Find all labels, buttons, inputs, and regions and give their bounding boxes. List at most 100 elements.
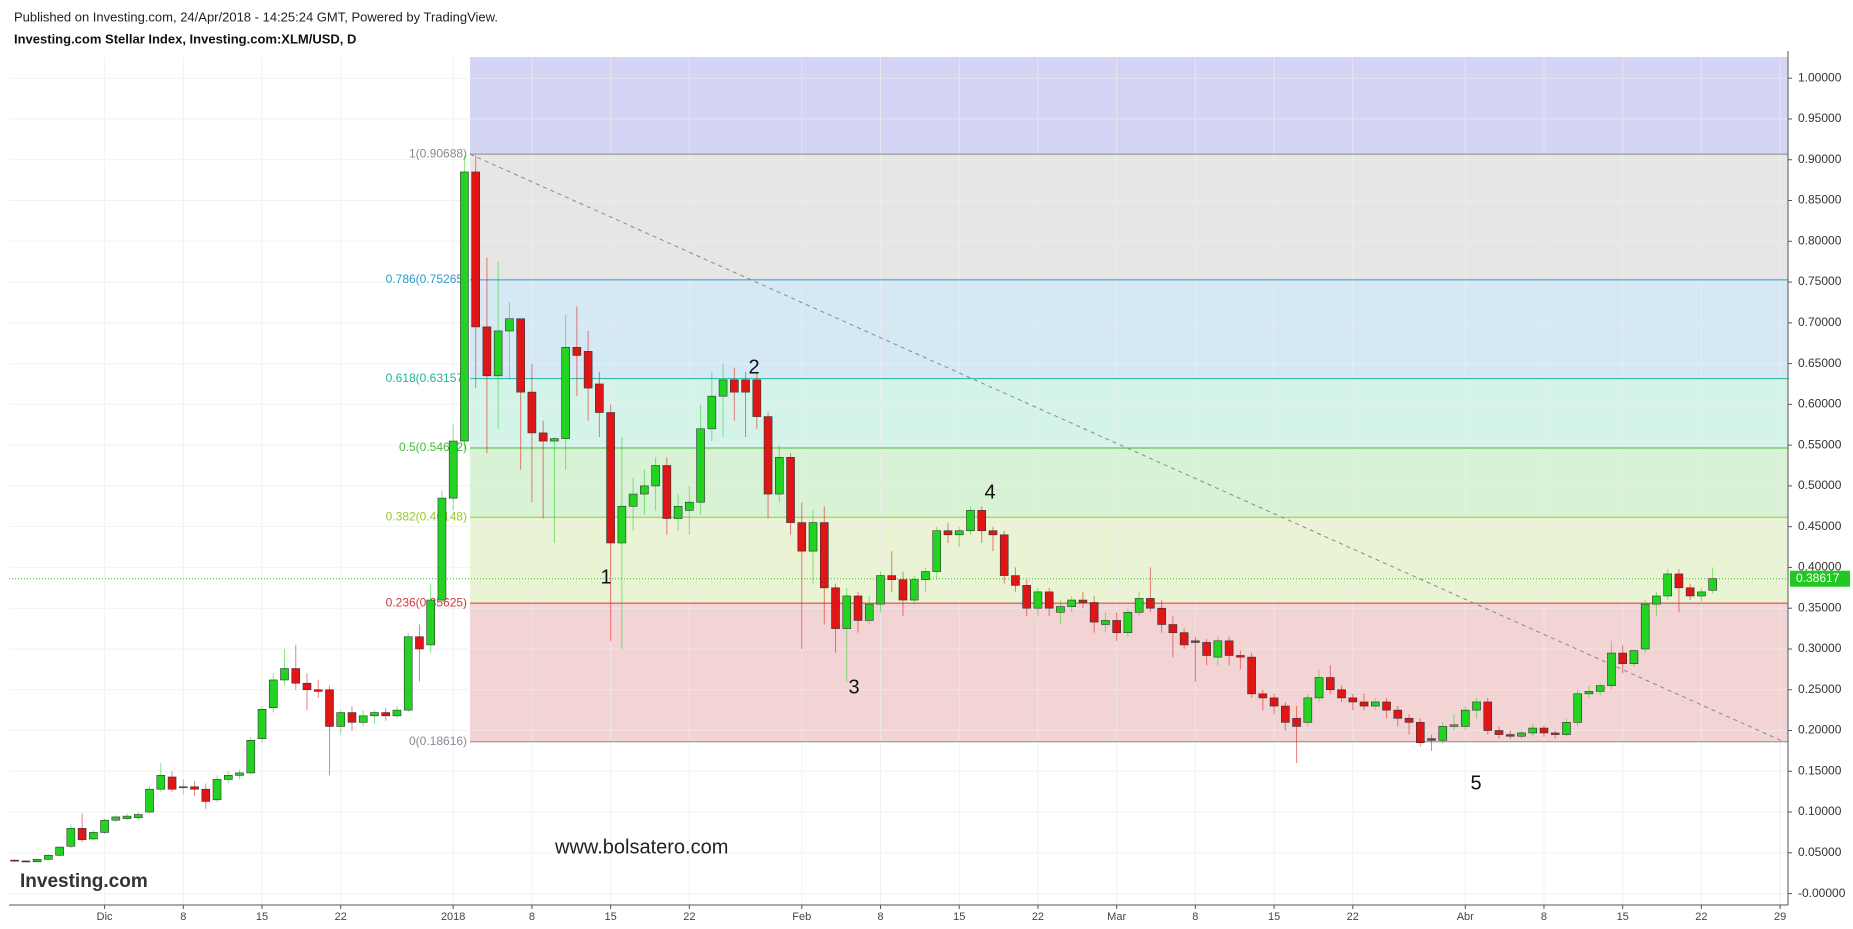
candle-body [909,579,919,601]
candle-body [887,575,897,580]
candle-body [572,346,582,356]
candle-body [1652,595,1661,605]
candle-body [977,510,987,532]
candle-body [448,440,458,499]
fib-label: 0.236(0.35625) [386,595,467,609]
candle-body [1112,620,1121,633]
candle-body [1101,620,1110,625]
candle-body [1168,624,1178,633]
y-tick-label: 0.90000 [1798,152,1842,166]
fib-label: 0(0.18616) [409,734,467,748]
x-tick-label: 8 [1541,911,1547,923]
candle-body [370,712,379,717]
x-tick-label: 2018 [441,911,465,923]
y-tick-label: 0.60000 [1798,397,1842,411]
candle-body [1607,652,1616,686]
candle-body [257,709,267,739]
x-tick-label: 22 [1695,911,1707,923]
candle-body [1337,689,1346,699]
wave-label: 4 [984,481,995,503]
candle-body [1281,705,1290,723]
candle-body [730,379,739,393]
candle-body [167,776,177,790]
x-tick-label: 15 [953,911,965,923]
last-price-label: 0.38617 [1796,571,1840,585]
y-tick-label: 0.25000 [1798,682,1842,696]
candle-body [966,510,975,532]
x-tick-label: Abr [1457,911,1474,923]
candle-body [1674,573,1684,589]
x-tick-label: Mar [1107,911,1126,923]
candle-body [1393,709,1403,719]
y-tick-label: 0.40000 [1798,560,1842,574]
y-tick-label: 0.75000 [1798,274,1842,288]
candle-body [1494,730,1504,735]
candle-body [212,779,222,801]
candle-body [1663,573,1672,597]
y-tick-label: 0.50000 [1798,478,1842,492]
candle-body [707,395,717,430]
candle-body [583,351,593,389]
candle-body [685,501,694,511]
wave-label: 1 [600,566,611,588]
candle-body [640,485,649,495]
fib-band [470,57,1788,155]
logo: Investing.com [20,871,148,892]
candle-body [718,379,728,397]
candle-body [1236,655,1245,658]
candle-body [482,326,492,377]
candle-body [89,832,98,840]
x-tick-label: 22 [335,911,347,923]
candle-body [752,379,762,417]
candle-body [775,457,784,495]
candle-body [1404,717,1414,723]
candle-body [1157,607,1166,625]
candle-body [1247,656,1256,695]
candle-body [460,171,469,442]
y-tick-label: 0.35000 [1798,600,1842,614]
candle-body [999,534,1009,576]
candle-body [1573,693,1583,723]
candle-body [223,775,233,780]
candle-body [291,668,301,684]
candle-body [358,715,368,723]
y-tick-label: 0.70000 [1798,315,1842,329]
x-tick-label: Feb [792,911,811,923]
x-tick-label: 15 [1617,911,1629,923]
candle-body [1472,701,1481,711]
fib-band [470,154,1788,280]
candle-body [1258,693,1268,699]
candle-body [808,522,818,552]
candle-body [1067,599,1076,607]
fib-label: 0.786(0.75265) [386,272,467,286]
fib-label: 0.618(0.63157) [386,371,467,385]
candle-body [1123,611,1133,633]
y-tick-label: 0.15000 [1798,763,1842,777]
y-tick-label: 0.55000 [1798,437,1842,451]
candle-body [145,788,154,813]
x-tick-label: 22 [1032,911,1044,923]
candle-body [1348,697,1358,703]
candle-body [347,712,357,723]
candle-body [1550,732,1560,735]
candle-body [1078,599,1088,603]
y-tick-label: 0.05000 [1798,845,1842,859]
candle-body [741,379,750,393]
candle-body [235,772,244,776]
x-tick-label: 29 [1774,911,1786,923]
candle-body [898,579,908,601]
candle-body [943,530,953,536]
fib-label: 1(0.90688) [409,146,467,160]
candle-body [1146,598,1155,609]
candle-body [617,505,627,544]
candle-body [1326,677,1335,691]
candle-body [628,493,638,507]
y-tick-label: 0.30000 [1798,641,1842,655]
candle-body [1089,602,1099,623]
fib-band [470,378,1788,448]
y-tick-label: 1.00000 [1798,70,1842,84]
candle-body [268,679,278,708]
candle-body [1415,722,1425,744]
y-tick-label: 0.85000 [1798,193,1842,207]
candle-body [516,318,525,393]
